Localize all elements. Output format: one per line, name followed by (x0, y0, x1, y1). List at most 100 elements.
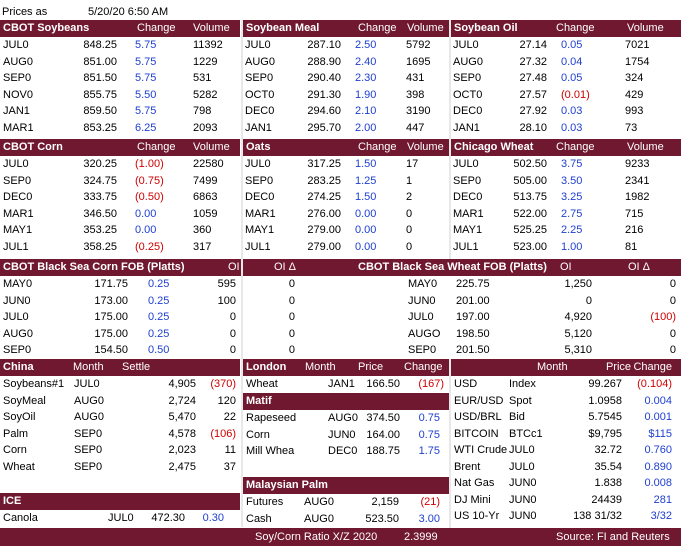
month-header: Month (73, 361, 104, 373)
contract-month: JUN0 (509, 510, 537, 522)
price: 294.60 (307, 105, 341, 117)
contract-month: JUL0 (509, 444, 535, 456)
volume-value: 11392 (193, 39, 223, 51)
market-name: EUR/USD (454, 394, 504, 407)
contract-month: MAY1 (453, 224, 483, 236)
contract-month: JAN1 (245, 121, 272, 134)
price: 99.267 (588, 378, 622, 390)
volume-value: 0 (406, 224, 413, 236)
price: 320.25 (83, 158, 117, 170)
change-header: Change (556, 22, 595, 34)
contract-month: AUG0 (3, 55, 33, 68)
change-value: 0.04 (561, 55, 583, 68)
price: 505.00 (513, 174, 547, 187)
change-value: 0.03 (561, 105, 583, 117)
change-value: 5.75 (135, 105, 157, 117)
volume-header: Volume (627, 22, 664, 34)
price: 2,475 (168, 460, 196, 473)
volume-header: Volume (407, 22, 444, 34)
commodity-name: Rapeseed (246, 412, 297, 424)
price: 2,023 (168, 444, 196, 456)
oi-delta-value: 0 (288, 294, 295, 307)
volume-value: 0 (406, 240, 413, 253)
change-value: 2.25 (561, 224, 583, 236)
change-header: Change (358, 22, 397, 34)
contract-month: JUL0 (408, 311, 434, 323)
change-value: 1.50 (355, 158, 377, 170)
change-value: (0.25) (135, 240, 164, 253)
volume-value: 1229 (193, 55, 218, 68)
volume-value: 993 (625, 105, 644, 117)
price: 27.48 (519, 72, 547, 84)
volume-value: 431 (406, 72, 425, 84)
oi-value: 5,310 (564, 344, 592, 356)
contract-month: SEP0 (74, 427, 103, 440)
price: 201.00 (456, 294, 490, 307)
change-value: 5.50 (135, 88, 157, 101)
commodity-name: Mill Whea (246, 445, 295, 457)
price: 198.50 (456, 327, 490, 340)
oi-value: 0 (585, 294, 592, 307)
contract-month: AUG0 (74, 411, 104, 423)
change-value: 1.90 (355, 88, 377, 101)
markets-header (451, 359, 681, 376)
change-value: 0.25 (148, 311, 170, 323)
volume-value: 1695 (406, 55, 431, 68)
price: 24439 (591, 493, 622, 506)
change-value: (0.01) (561, 88, 590, 101)
volume-value: 81 (625, 240, 638, 253)
volume-value: 5282 (193, 88, 218, 101)
price: 201.50 (456, 344, 490, 356)
price: 1.838 (594, 477, 622, 489)
blacksea-corn-title: CBOT Black Sea Corn FOB (Platts) (3, 261, 185, 273)
price: 279.00 (307, 224, 341, 236)
change-value: 2.75 (561, 207, 583, 220)
oi-value: 0 (229, 327, 236, 340)
oi-value: 4,920 (564, 311, 592, 323)
volume-value: 6863 (193, 191, 218, 203)
month-header: Month (537, 361, 568, 373)
section-header (0, 139, 240, 156)
oi-value: 595 (217, 278, 236, 290)
contract-month: MAY0 (408, 278, 438, 290)
contract-month: JUL1 (453, 240, 479, 253)
change-value: (21) (420, 496, 440, 508)
contract-month: JUN0 (408, 294, 436, 307)
section-title: CBOT Soybeans (3, 22, 90, 34)
volume-value: 216 (625, 224, 644, 236)
contract-month: JUN0 (509, 477, 537, 489)
price: 4,578 (168, 427, 196, 440)
contract-month: DEC0 (3, 191, 33, 203)
volume-value: 3190 (406, 105, 431, 117)
price: 287.10 (307, 39, 341, 51)
change-value: (370) (210, 378, 236, 390)
price: 175.00 (94, 311, 128, 323)
change-value: 1.50 (355, 191, 377, 203)
volume-value: 1982 (625, 191, 650, 203)
section-header (451, 20, 681, 37)
price: 523.00 (513, 240, 547, 253)
volume-value: 531 (193, 72, 212, 84)
oi-value: 1,250 (564, 278, 592, 290)
market-name: Nat Gas (454, 477, 495, 489)
oi-value: 5,120 (564, 327, 592, 340)
change-value: 0.75 (418, 428, 440, 441)
volume-value: 429 (625, 88, 644, 101)
change-value: (106) (210, 427, 236, 440)
volume-header: Volume (193, 141, 230, 153)
change-header: Change (633, 361, 672, 373)
price: 173.00 (94, 294, 128, 307)
change-value: 37 (223, 460, 236, 473)
source-label: Source: FI and Reuters (556, 531, 670, 543)
volume-value: 317 (193, 240, 212, 253)
change-value: 0.00 (135, 207, 157, 220)
change-value: 11 (224, 444, 236, 456)
price: 283.25 (307, 174, 341, 187)
china-title: China (3, 361, 34, 373)
change-value: 0.03 (561, 121, 583, 134)
change-value: 0.05 (561, 72, 583, 84)
price: 276.00 (307, 207, 341, 220)
change-value: 6.25 (135, 121, 157, 134)
contract-month: SEP0 (3, 344, 32, 356)
commodity-name: Canola (3, 512, 38, 524)
